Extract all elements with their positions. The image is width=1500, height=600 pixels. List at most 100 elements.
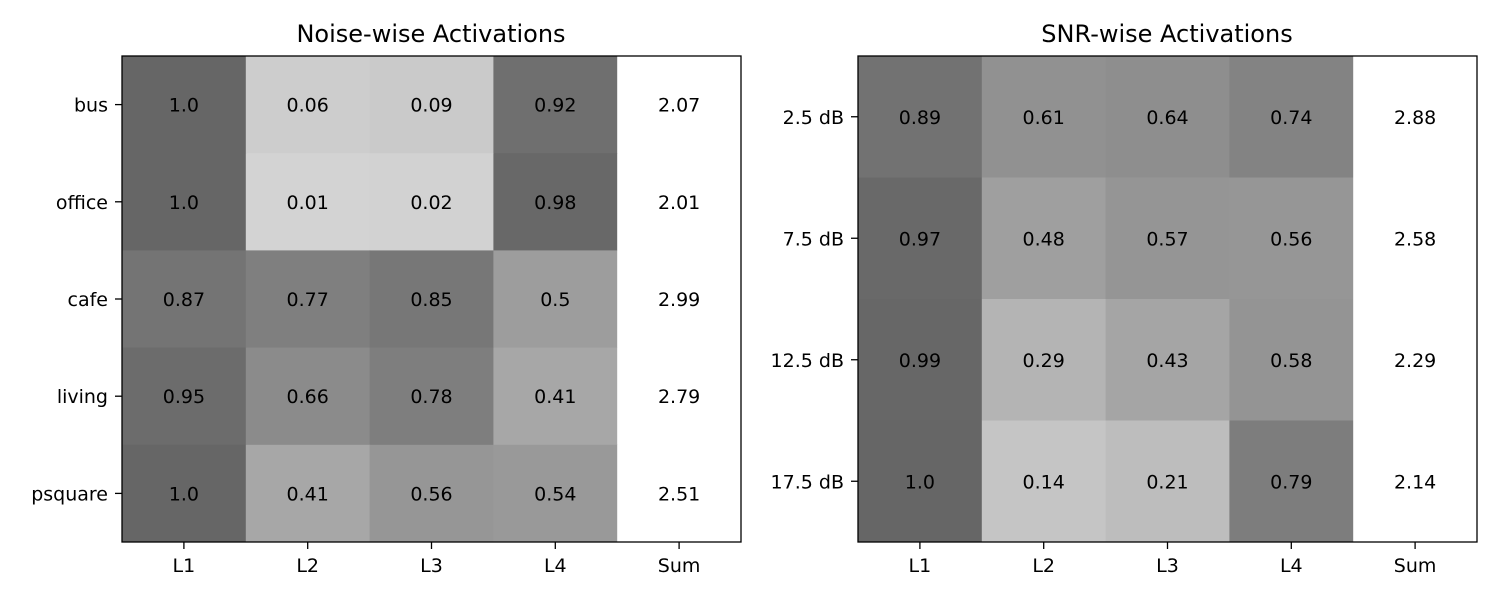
- heatmap-cell-cafe-l1: [122, 250, 247, 349]
- heatmap-cells: [858, 56, 1478, 543]
- cell-value-label: 0.58: [1270, 350, 1312, 372]
- heatmap-cell-12-5-db-sum: [1353, 299, 1478, 421]
- cell-value-label: 2.01: [658, 192, 700, 214]
- snr-wise-heatmap: SNR-wise Activations 0.89 0.61 0.64 0.74 2.8…: [771, 20, 1478, 577]
- cell-labels: 0.89 0.61 0.64 0.74 2.88 0.97 0.48 0.57 0.56 2.58…: [899, 107, 1437, 494]
- heatmap-cell-7-5-db-l2: [981, 177, 1107, 300]
- heatmap-cell-cafe-l4: [493, 250, 618, 349]
- chart-title: Noise-wise Activations: [296, 20, 565, 48]
- heatmap-cell-7-5-db-l3: [1105, 177, 1230, 300]
- y-tick-label-bus: bus: [74, 95, 108, 117]
- heatmap-cell-2-5-db-l3: [1105, 56, 1230, 178]
- heatmap-cell-17-5-db-l1: [858, 420, 983, 543]
- cell-value-label: 0.21: [1146, 471, 1188, 493]
- x-tick-label-l3: L3: [420, 555, 443, 577]
- x-axis-ticks: L1 L2 L3 L4 Sum: [173, 542, 701, 577]
- cell-value-label: 0.85: [410, 289, 452, 311]
- cell-value-label: 2.07: [658, 95, 700, 117]
- plot-frame: [857, 55, 1478, 543]
- cell-value-label: 0.61: [1023, 107, 1065, 129]
- y-tick-label-17-5-db: 17.5 dB: [771, 471, 844, 493]
- heatmap-cells: [122, 56, 742, 543]
- cell-value-label: 2.79: [658, 386, 700, 408]
- heatmap-cell-bus-l1: [122, 56, 247, 154]
- cell-value-label: 0.29: [1023, 350, 1065, 372]
- x-tick-label-l2: L2: [296, 555, 319, 577]
- heatmap-cell-7-5-db-sum: [1353, 177, 1478, 300]
- y-axis-ticks: 2.5 dB 7.5 dB 12.5 dB 17.5 dB: [771, 107, 858, 493]
- cell-value-label: 0.95: [163, 386, 205, 408]
- y-tick-label-7-5-db: 7.5 dB: [783, 228, 844, 250]
- heatmap-cell-living-l3: [369, 347, 494, 446]
- cell-value-label: 0.54: [534, 483, 576, 505]
- cell-value-label: 0.09: [410, 95, 452, 117]
- heatmap-cell-psquare-l2: [245, 444, 371, 543]
- x-tick-label-sum: Sum: [658, 555, 701, 577]
- cell-value-label: 0.79: [1270, 471, 1312, 493]
- heatmap-cell-bus-l2: [245, 56, 371, 154]
- heatmap-cell-bus-sum: [617, 56, 742, 154]
- cell-value-label: 2.99: [658, 289, 700, 311]
- cell-value-label: 0.14: [1023, 471, 1065, 493]
- heatmap-cell-12-5-db-l1: [858, 299, 983, 421]
- cell-value-label: 1.0: [169, 192, 199, 214]
- noise-wise-heatmap: Noise-wise Activations 1.0 0.06 0.09 0.92 2.…: [31, 20, 742, 577]
- cell-value-label: 0.89: [899, 107, 941, 129]
- heatmap-cell-17-5-db-l3: [1105, 420, 1230, 543]
- y-axis-ticks: bus office cafe living psquare: [31, 95, 122, 505]
- heatmap-cell-living-l4: [493, 347, 618, 446]
- plot-frame: [121, 55, 742, 543]
- heatmap-cell-cafe-sum: [617, 250, 742, 349]
- x-tick-label-l2: L2: [1032, 555, 1055, 577]
- y-tick-label-psquare: psquare: [31, 483, 108, 505]
- x-tick-label-l1: L1: [909, 555, 932, 577]
- heatmap-cell-office-l3: [369, 153, 494, 251]
- x-tick-label-l1: L1: [173, 555, 196, 577]
- cell-value-label: 0.57: [1146, 228, 1188, 250]
- cell-value-label: 2.58: [1394, 228, 1436, 250]
- cell-value-label: 0.99: [899, 350, 941, 372]
- heatmap-cell-17-5-db-l4: [1229, 420, 1354, 543]
- heatmap-cell-office-l4: [493, 153, 618, 251]
- cell-value-label: 0.48: [1023, 228, 1065, 250]
- heatmap-cell-2-5-db-sum: [1353, 56, 1478, 178]
- cell-value-label: 0.5: [540, 289, 570, 311]
- cell-value-label: 0.01: [287, 192, 329, 214]
- heatmap-cell-bus-l3: [369, 56, 494, 154]
- x-tick-label-sum: Sum: [1394, 555, 1437, 577]
- cell-value-label: 0.56: [1270, 228, 1312, 250]
- heatmap-cell-cafe-l3: [369, 250, 494, 349]
- heatmap-cell-living-l2: [245, 347, 371, 446]
- cell-labels: 1.0 0.06 0.09 0.92 2.07 1.0 0.01 0.02 0.98 2.01 0.…: [163, 95, 701, 506]
- cell-value-label: 2.51: [658, 483, 700, 505]
- cell-value-label: 0.41: [534, 386, 576, 408]
- x-tick-label-l4: L4: [544, 555, 567, 577]
- cell-value-label: 2.29: [1394, 350, 1436, 372]
- cell-value-label: 0.97: [899, 228, 941, 250]
- heatmap-cell-7-5-db-l1: [858, 177, 983, 300]
- cell-value-label: 0.41: [287, 483, 329, 505]
- cell-value-label: 1.0: [169, 95, 199, 117]
- heatmap-cell-office-l2: [245, 153, 371, 251]
- cell-value-label: 2.14: [1394, 471, 1436, 493]
- chart-title: SNR-wise Activations: [1041, 20, 1292, 48]
- heatmap-cell-office-l1: [122, 153, 247, 251]
- cell-value-label: 0.77: [287, 289, 329, 311]
- y-tick-label-office: office: [56, 192, 108, 214]
- cell-value-label: 0.78: [410, 386, 452, 408]
- heatmap-cell-12-5-db-l2: [981, 299, 1107, 421]
- heatmap-cell-cafe-l2: [245, 250, 371, 349]
- cell-value-label: 0.66: [287, 386, 329, 408]
- y-tick-label-living: living: [57, 386, 108, 408]
- heatmap-cell-office-sum: [617, 153, 742, 251]
- heatmap-cell-12-5-db-l4: [1229, 299, 1354, 421]
- heatmap-cell-psquare-l1: [122, 444, 247, 543]
- y-tick-label-cafe: cafe: [68, 289, 108, 311]
- cell-value-label: 0.06: [287, 95, 329, 117]
- heatmap-cell-living-sum: [617, 347, 742, 446]
- heatmap-cell-2-5-db-l4: [1229, 56, 1354, 178]
- x-axis-ticks: L1 L2 L3 L4 Sum: [909, 542, 1437, 577]
- cell-value-label: 1.0: [905, 471, 935, 493]
- heatmap-cell-psquare-l4: [493, 444, 618, 543]
